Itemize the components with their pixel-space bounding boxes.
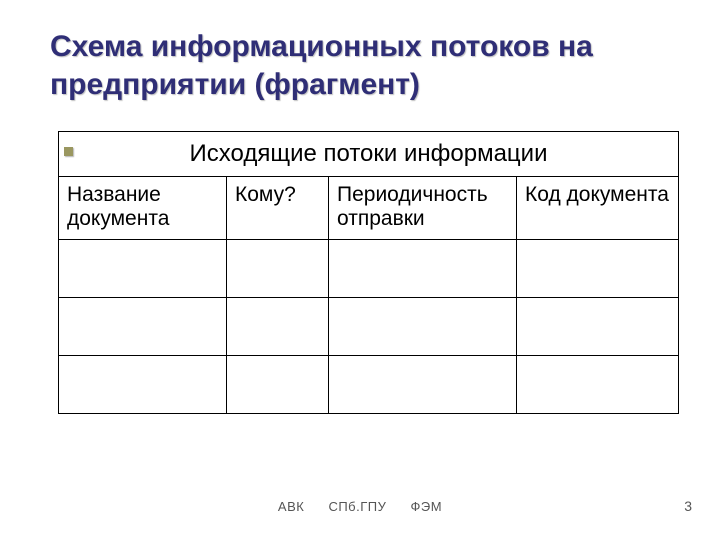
footer-b: СПб.ГПУ (328, 499, 386, 514)
col-to: Кому? (227, 177, 329, 240)
table-columns-row: Название документа Кому? Периодичность о… (59, 177, 679, 240)
footer: АВК СПб.ГПУ ФЭМ (0, 499, 720, 514)
col-period: Периодичность отправки (329, 177, 517, 240)
table-row (59, 240, 679, 298)
footer-a: АВК (278, 499, 304, 514)
col-code: Код документа (517, 177, 679, 240)
title-line1: Схема информационных потоков на (50, 30, 593, 63)
footer-c: ФЭМ (411, 499, 443, 514)
table-header-row: Исходящие потоки информации (59, 132, 679, 177)
page-number: 3 (684, 498, 692, 514)
col-name: Название документа (59, 177, 227, 240)
table-row (59, 356, 679, 414)
bullet-icon (64, 147, 73, 156)
table-row (59, 298, 679, 356)
title-line2a: предприятии (50, 68, 246, 101)
title-line2b: (фрагмент) (255, 68, 420, 101)
slide-title: Схема информационных потоков на предприя… (50, 28, 680, 103)
flow-table: Исходящие потоки информации Название док… (58, 131, 679, 414)
table-header: Исходящие потоки информации (59, 132, 679, 177)
